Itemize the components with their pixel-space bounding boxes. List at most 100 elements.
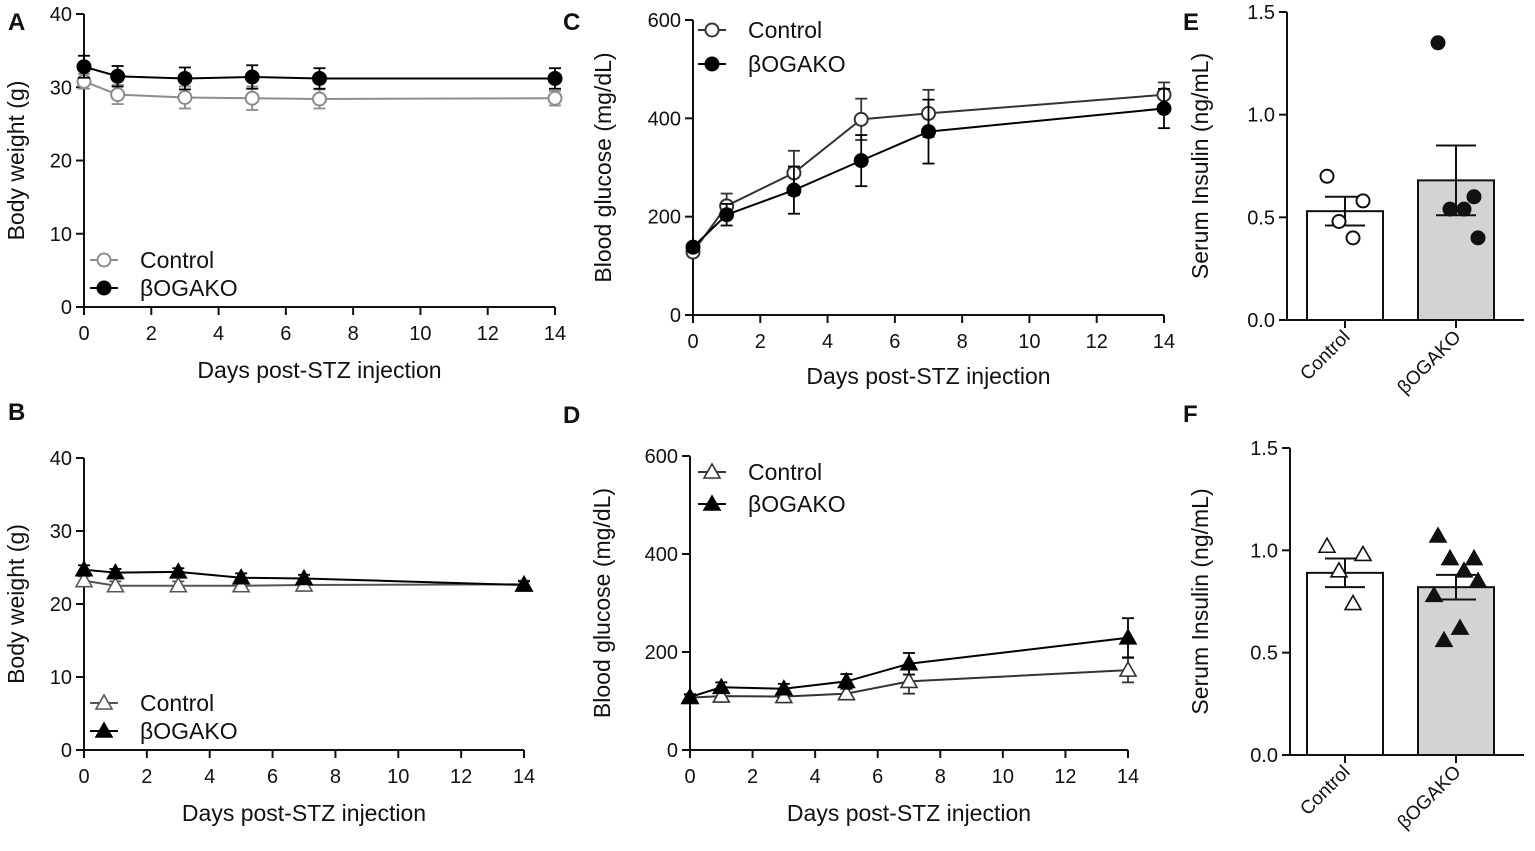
- x-tick-label: 4: [822, 331, 833, 353]
- data-point: [853, 111, 869, 127]
- legend-marker: [96, 280, 112, 296]
- legend-marker: [96, 252, 112, 268]
- x-tick-label: 10: [992, 766, 1014, 788]
- x-tick-label: 0: [687, 331, 698, 353]
- y-tick-label: 200: [648, 207, 681, 229]
- panel-E-serum-insulin-chart: E 0.0 0.5 1.0 1.5 Serum Insulin (ng/mL) Contro…: [1183, 2, 1524, 399]
- legend-entry: Control: [90, 247, 214, 273]
- bar-group-control: [1306, 168, 1384, 322]
- x-category-label: Control: [1296, 327, 1354, 385]
- data-point: [547, 70, 563, 86]
- series-bogako: [680, 617, 1138, 704]
- x-tick-label: 6: [872, 766, 883, 788]
- legend-label: βOGAKO: [748, 51, 846, 77]
- data-point: [719, 207, 735, 223]
- panel-letter: D: [563, 402, 580, 429]
- legend-entry: βOGAKO: [698, 51, 846, 77]
- series-line: [83, 579, 525, 587]
- x-tick-label: 10: [387, 766, 409, 788]
- data-point: [1156, 101, 1172, 116]
- legend-marker: [704, 22, 720, 38]
- data-point: [294, 568, 314, 586]
- legend-entry: βOGAKO: [698, 491, 846, 517]
- data-point: [1118, 660, 1138, 677]
- data-point: [244, 69, 260, 85]
- data-point: [1440, 548, 1460, 566]
- x-axis-title: Days post-STZ injection: [197, 357, 441, 383]
- data-point: [312, 70, 327, 86]
- y-axis-title: Blood glucose (mg/dL): [589, 488, 615, 718]
- data-point: [1424, 585, 1444, 603]
- data-point: [106, 562, 125, 580]
- x-tick-label: 10: [1018, 331, 1040, 353]
- data-point: [1470, 230, 1486, 246]
- legend-marker: [704, 56, 720, 72]
- x-tick-label: 8: [330, 766, 341, 788]
- y-tick-label: 600: [648, 10, 681, 32]
- y-tick-label: 20: [50, 151, 72, 173]
- data-point: [1450, 618, 1470, 635]
- y-axis-title: Blood glucose (mg/dL): [590, 52, 616, 282]
- data-point: [1345, 230, 1361, 246]
- x-tick-label: 14: [544, 323, 566, 345]
- y-tick-label: 1.0: [1247, 105, 1275, 127]
- bar-group-bogako: [1417, 526, 1495, 756]
- data-point: [1468, 571, 1488, 588]
- x-tick-label: 8: [935, 766, 946, 788]
- data-point: [786, 182, 802, 198]
- data-point: [231, 576, 251, 593]
- x-tick-label: 2: [141, 766, 152, 788]
- data-point: [1430, 35, 1446, 51]
- x-tick-label: 12: [450, 766, 472, 788]
- data-point: [74, 571, 94, 588]
- data-point: [853, 153, 869, 169]
- x-tick-label: 14: [1153, 331, 1175, 353]
- x-tick-label: 0: [78, 766, 89, 788]
- data-point: [74, 560, 94, 577]
- data-point: [547, 90, 563, 106]
- y-tick-label: 1.5: [1250, 438, 1278, 460]
- data-point: [168, 576, 188, 593]
- data-point: [177, 90, 193, 106]
- data-point: [1353, 544, 1373, 562]
- data-point: [837, 684, 856, 701]
- y-tick-label: 40: [50, 448, 72, 470]
- x-tick-label: 10: [409, 323, 431, 345]
- data-point: [168, 562, 188, 579]
- legend-label: βOGAKO: [748, 491, 846, 517]
- x-tick-label: 12: [1086, 331, 1108, 353]
- x-tick-label: 12: [477, 323, 499, 345]
- data-point: [774, 679, 794, 696]
- legend-marker: [702, 462, 722, 479]
- y-axis-title: Serum Insulin (ng/mL): [1187, 488, 1213, 714]
- bar: [1417, 586, 1495, 756]
- data-point: [711, 677, 731, 695]
- data-point: [1464, 548, 1484, 566]
- data-point: [1329, 561, 1349, 578]
- series-line: [692, 107, 1165, 248]
- data-point: [110, 68, 126, 84]
- y-tick-label: 200: [645, 642, 678, 664]
- y-axis-title: Body weight (g): [3, 81, 29, 241]
- data-point: [76, 59, 92, 75]
- y-tick-label: 0: [61, 297, 72, 319]
- y-tick-label: 400: [645, 544, 678, 566]
- data-point: [1456, 201, 1472, 217]
- y-tick-label: 10: [50, 224, 72, 246]
- data-point: [1331, 213, 1347, 229]
- data-point: [244, 90, 260, 106]
- x-tick-label: 4: [810, 766, 821, 788]
- y-tick-label: 0.5: [1247, 207, 1275, 229]
- x-tick-label: 8: [957, 331, 968, 353]
- bar-group-bogako: [1417, 35, 1495, 321]
- panel-letter: C: [563, 9, 580, 36]
- legend-label: βOGAKO: [140, 275, 238, 301]
- x-category-label: Control: [1296, 762, 1354, 820]
- panel-F-serum-insulin-chart: F 0.0 0.5 1.0 1.5 Serum Insulin (ng/mL) Contro…: [1183, 401, 1524, 834]
- x-tick-label: 0: [684, 766, 695, 788]
- legend-marker: [702, 494, 722, 511]
- panel-C-blood-glucose-chart: C 0 200 400 600 0 2 4 6 8 10 12 14 Days post-STZ inje…: [563, 9, 1175, 389]
- panel-D-blood-glucose-chart: D 0 200 400 600 0 2 4 6 8 10 12 14 Days post-STZ inje…: [563, 402, 1139, 826]
- panel-letter: E: [1183, 9, 1199, 36]
